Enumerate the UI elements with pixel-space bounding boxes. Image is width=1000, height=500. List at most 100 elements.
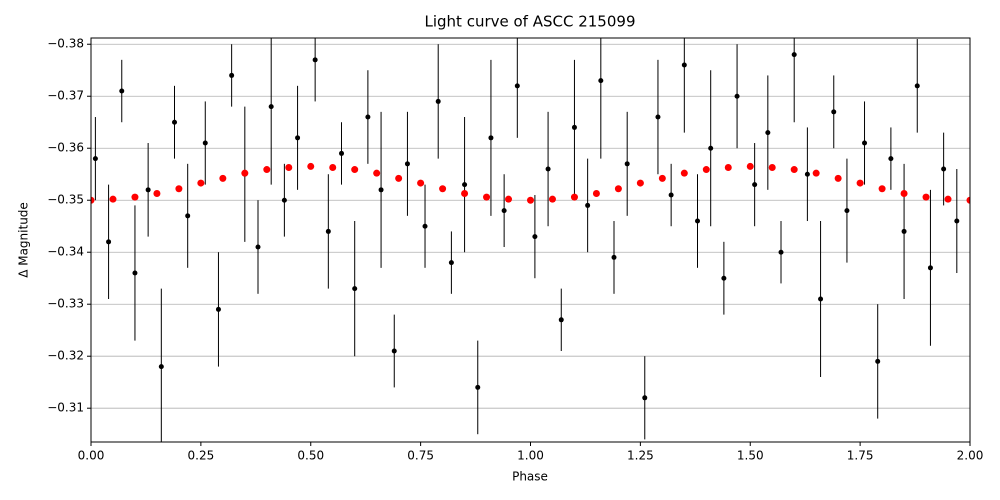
x-tick-label: 0.25 — [188, 449, 215, 463]
data-point — [145, 187, 151, 193]
x-tick-label: 0.00 — [78, 449, 105, 463]
data-point — [545, 166, 551, 172]
data-point — [153, 189, 161, 197]
data-point — [185, 213, 191, 219]
data-point — [91, 196, 95, 204]
data-point — [668, 192, 674, 198]
data-point — [461, 189, 469, 197]
data-point — [514, 83, 520, 89]
data-point — [592, 189, 600, 197]
data-point — [417, 179, 425, 187]
data-point — [900, 189, 908, 197]
data-point — [439, 185, 447, 193]
x-tick-label: 1.25 — [627, 449, 654, 463]
data-point — [831, 109, 837, 115]
data-point — [391, 348, 397, 354]
data-point — [636, 179, 644, 187]
y-tick-label: −0.38 — [47, 37, 84, 51]
data-point — [548, 195, 556, 203]
x-axis-label: Phase — [512, 470, 548, 484]
data-point — [109, 195, 117, 203]
data-point — [527, 196, 534, 204]
data-point — [532, 234, 538, 240]
data-point — [790, 166, 798, 174]
data-point — [702, 166, 710, 174]
chart-title: Light curve of ASCC 215099 — [425, 13, 636, 31]
data-point — [844, 208, 850, 214]
data-point — [724, 163, 732, 171]
data-point — [585, 202, 591, 208]
data-point — [488, 135, 494, 141]
data-point — [875, 358, 881, 364]
data-point — [624, 161, 630, 167]
data-point — [888, 156, 894, 162]
data-point — [721, 275, 727, 281]
data-point — [475, 384, 481, 390]
data-point — [927, 265, 933, 271]
data-point — [483, 193, 491, 201]
data-point — [765, 130, 771, 136]
y-tick-label: −0.32 — [47, 349, 84, 363]
data-point — [281, 197, 287, 203]
data-point — [966, 196, 970, 204]
y-tick-label: −0.34 — [47, 245, 84, 259]
data-point — [658, 174, 666, 182]
data-point — [501, 208, 507, 214]
data-point — [339, 150, 345, 156]
data-point — [878, 185, 886, 193]
data-point — [834, 174, 842, 182]
data-point — [862, 140, 868, 146]
data-point — [812, 169, 820, 177]
data-point — [131, 193, 139, 201]
data-point — [598, 78, 604, 84]
data-point — [734, 93, 740, 99]
data-point — [229, 72, 235, 78]
x-tick-label: 2.00 — [957, 449, 984, 463]
data-point — [655, 114, 661, 120]
y-tick-label: −0.35 — [47, 193, 84, 207]
data-point — [505, 195, 513, 203]
data-point — [558, 317, 564, 323]
data-point — [611, 254, 617, 260]
data-point — [175, 185, 183, 193]
x-tick-label: 0.75 — [407, 449, 434, 463]
data-point — [119, 88, 125, 94]
data-point — [642, 395, 648, 401]
data-point — [614, 185, 622, 193]
data-point — [202, 140, 208, 146]
data-point — [944, 195, 952, 203]
x-tick-label: 1.75 — [847, 449, 874, 463]
data-point — [695, 218, 701, 224]
data-point — [106, 239, 112, 245]
data-point — [818, 296, 824, 302]
y-tick-label: −0.31 — [47, 401, 84, 415]
data-point — [172, 119, 178, 125]
data-point — [404, 161, 410, 167]
data-point — [954, 218, 960, 224]
y-tick-label: −0.33 — [47, 297, 84, 311]
data-point — [378, 187, 384, 193]
data-point — [158, 364, 164, 370]
data-point — [462, 182, 468, 188]
data-point — [373, 169, 381, 177]
data-point — [92, 156, 98, 162]
data-point — [914, 83, 920, 89]
data-point — [395, 174, 403, 182]
data-point — [804, 171, 810, 177]
data-point — [312, 57, 318, 63]
data-point — [856, 179, 864, 187]
data-point — [219, 174, 227, 182]
data-point — [329, 163, 337, 171]
data-point — [680, 169, 688, 177]
data-point — [215, 306, 221, 312]
data-point — [941, 166, 947, 172]
data-point — [351, 166, 359, 174]
data-point — [435, 98, 441, 104]
data-point — [746, 162, 754, 170]
x-tick-label: 0.50 — [297, 449, 324, 463]
x-tick-label: 1.00 — [517, 449, 544, 463]
data-point — [778, 249, 784, 255]
data-point — [307, 162, 315, 170]
data-point — [365, 114, 371, 120]
